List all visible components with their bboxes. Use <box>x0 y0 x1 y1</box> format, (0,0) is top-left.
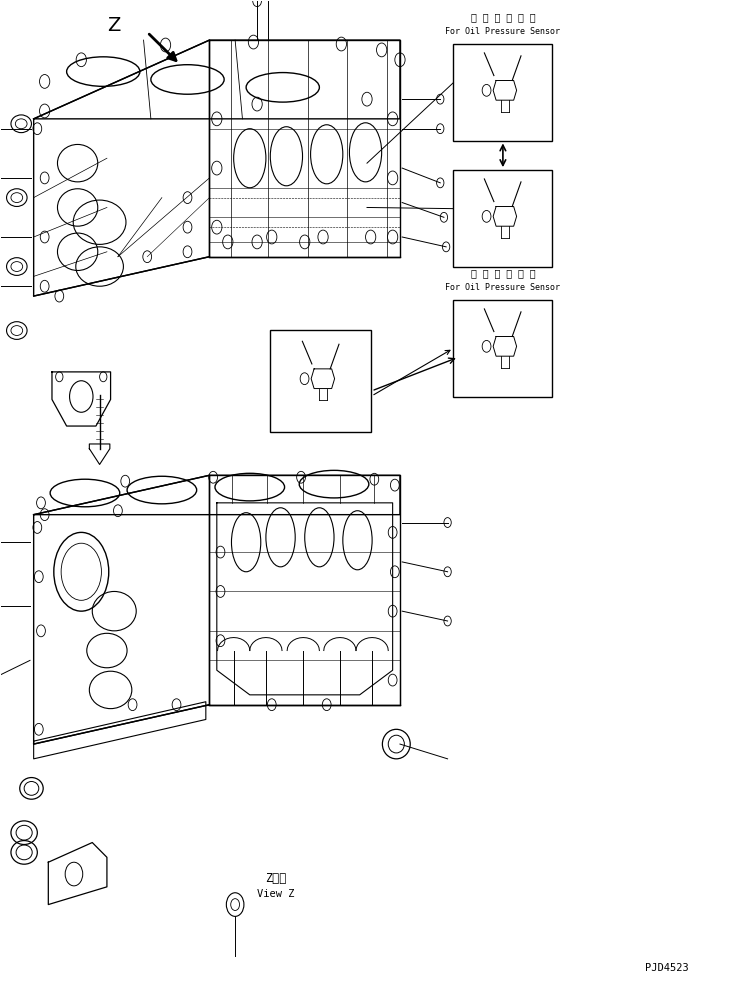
Text: 油 圧 セ ン サ 用: 油 圧 セ ン サ 用 <box>470 13 535 23</box>
Text: For Oil Pressure Sensor: For Oil Pressure Sensor <box>446 28 560 36</box>
Text: 油 圧 セ ン サ 用: 油 圧 セ ン サ 用 <box>470 268 535 278</box>
Text: For Oil Pressure Sensor: For Oil Pressure Sensor <box>446 283 560 292</box>
Text: Z: Z <box>108 16 121 35</box>
Bar <box>454 44 553 141</box>
Bar <box>454 300 553 396</box>
Bar <box>454 170 553 266</box>
Text: PJD4523: PJD4523 <box>645 962 689 972</box>
Bar <box>270 329 371 432</box>
Text: View Z: View Z <box>257 888 294 898</box>
Text: Z　視: Z 視 <box>265 873 286 885</box>
